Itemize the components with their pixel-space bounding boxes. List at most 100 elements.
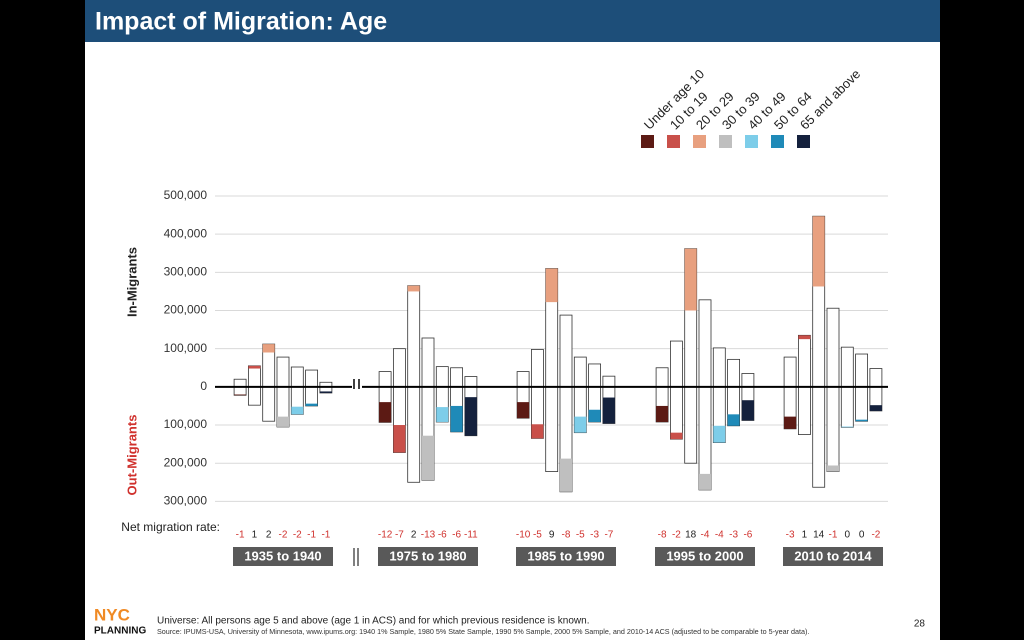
net-out-segment [450,405,463,432]
net-out-segment [827,465,839,472]
net-rate: -8 [562,530,571,541]
logo-bottom: PLANNING [94,626,146,637]
net-in-segment [812,216,825,287]
in-bar [869,368,883,388]
net-rate: -2 [293,530,302,541]
net-rate: -1 [236,530,245,541]
net-out-segment [670,432,683,440]
net-rate: -5 [533,530,542,541]
net-out-segment [588,409,601,422]
y-label-in: In-Migrants [124,247,139,317]
net-in-segment [684,248,697,311]
net-rate: 0 [859,530,865,541]
legend-swatch [693,135,706,148]
net-rate: -11 [464,530,478,541]
title: Impact of Migration: Age [95,8,387,36]
net-rate: 18 [685,530,697,541]
in-bar [392,348,406,388]
in-bar [559,314,573,388]
net-out-segment [291,406,304,415]
period-label: 2010 to 2014 [794,548,872,563]
in-bar [464,376,478,388]
in-bar [783,356,797,388]
net-rate: -3 [786,530,795,541]
out-bar [826,386,840,472]
legend-swatch [745,135,758,148]
net-rate: -10 [516,530,531,541]
net-rate: -2 [871,530,880,541]
net-out-segment [379,402,392,423]
period-box [378,547,478,566]
period-box [783,547,883,566]
in-bar [407,285,421,388]
in-bar [531,349,544,388]
net-out-segment [305,403,318,406]
net-rate: -1 [829,530,838,541]
in-bar [378,371,392,388]
net-out-segment [741,400,754,421]
in-bar [588,363,601,388]
y-tick-label: 0 [200,379,207,393]
net-rate: -6 [452,530,461,541]
out-bar [262,386,276,422]
net-out-segment [574,416,587,433]
net-rate: 2 [411,530,417,541]
in-bar [450,367,464,388]
net-out-segment [234,394,247,396]
net-rate-label: Net migration rate: [121,520,220,534]
legend-swatch [641,135,654,148]
net-out-segment [531,424,544,439]
in-bar [712,347,726,388]
in-bar [276,356,290,388]
net-in-segment [798,335,811,340]
in-bar [233,378,247,388]
logo-top: NYC [94,605,130,624]
net-in-segment [407,285,420,292]
net-out-segment [560,458,572,492]
net-rate: -1 [307,530,316,541]
axis-break [352,378,362,566]
net-rate: -7 [395,530,404,541]
in-bar [826,307,840,388]
y-tick-label: 200,000 [164,303,208,317]
out-bar [840,386,854,428]
net-out-segment [784,416,797,429]
net-rate: -6 [438,530,447,541]
period-label: 1975 to 1980 [389,548,466,563]
net-out-segment [422,435,434,481]
net-in-segment [545,268,558,303]
out-bar [305,386,319,407]
net-rate: -4 [701,530,710,541]
net-out-segment [436,407,449,422]
y-tick-label: 500,000 [164,188,208,202]
net-out-segment [464,397,477,436]
y-tick-label: 100,000 [164,341,208,355]
net-rate: -5 [576,530,585,541]
y-tick-label: 200,000 [164,455,208,469]
out-bar [812,386,826,488]
y-tick-label: 100,000 [164,417,208,431]
in-bar [305,369,319,388]
net-rate: -1 [321,530,330,541]
period-box [233,547,333,566]
net-out-segment [656,405,669,422]
net-in-segment [248,365,261,369]
net-out-segment [393,425,406,453]
net-rate: 1 [252,530,258,541]
net-out-segment [869,405,882,411]
page-number: 28 [914,619,926,630]
in-bar [290,366,304,388]
net-rate: -13 [421,530,436,541]
period-label: 1935 to 1940 [244,548,321,563]
slide [85,0,940,640]
net-rate: 0 [845,530,851,541]
net-rate: -12 [378,530,393,541]
net-rate: 2 [266,530,272,541]
net-rate: -7 [604,530,613,541]
period-box [516,547,616,566]
net-rate: -6 [743,530,752,541]
net-out-segment [727,414,740,426]
net-out-segment [841,426,854,428]
net-rate: 14 [813,530,825,541]
